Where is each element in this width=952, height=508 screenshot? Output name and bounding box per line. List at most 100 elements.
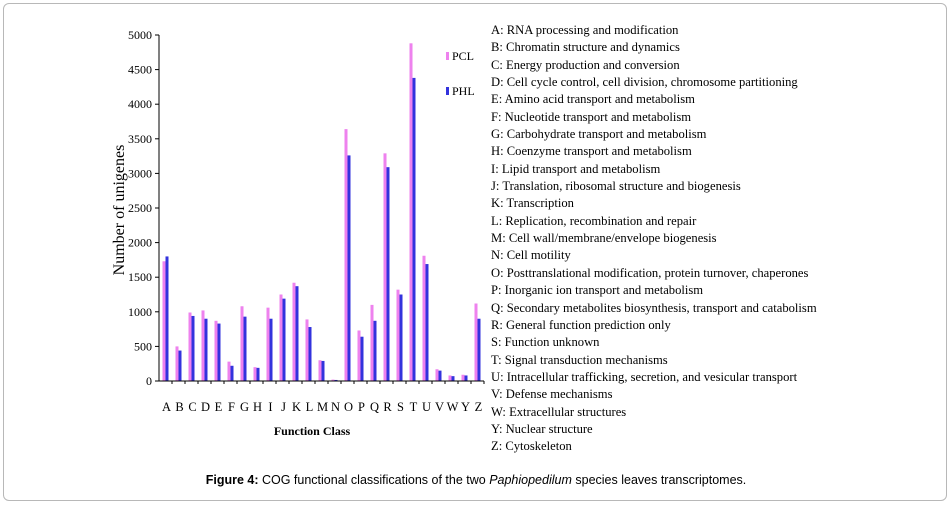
class-legend-item-b: B: Chromatin structure and dynamics: [491, 40, 680, 55]
bar-phl-v: [438, 370, 442, 381]
caption-text-before: COG functional classifications of the tw…: [258, 473, 490, 487]
x-tick-label-v: V: [435, 400, 444, 414]
legend-label-pcl: PCL: [452, 49, 474, 63]
class-legend-item-r: R: General function prediction only: [491, 317, 671, 332]
function-class-legend: A: RNA processing and modification B: Chr…: [491, 22, 817, 456]
bar-pcl-n: [331, 379, 335, 381]
x-tick-label-m: M: [317, 400, 328, 414]
bar-pcl-o: [344, 129, 348, 381]
bar-phl-m: [321, 360, 325, 381]
x-tick-label-w: W: [447, 400, 459, 414]
x-tick-label-d: D: [201, 400, 210, 414]
caption-species: Paphiopedilum: [489, 473, 572, 487]
x-tick-label-c: C: [188, 400, 196, 414]
bar-phl-w: [451, 376, 455, 381]
bar-phl-b: [178, 350, 182, 381]
class-legend-item-s: S: Function unknown: [491, 335, 600, 350]
x-tick-label-f: F: [228, 400, 235, 414]
class-legend-item-o: O: Posttranslational modification, prote…: [491, 265, 809, 280]
bar-phl-p: [360, 336, 364, 381]
bar-pcl-m: [318, 360, 322, 381]
x-tick-label-h: H: [253, 400, 262, 414]
x-tick-label-r: R: [383, 400, 392, 414]
bar-phl-u: [425, 264, 429, 381]
bar-pcl-z: [474, 303, 478, 381]
x-tick-label-i: I: [268, 400, 272, 414]
bar-pcl-c: [188, 312, 192, 381]
bar-phl-s: [399, 294, 403, 381]
bar-pcl-e: [214, 320, 218, 381]
caption-label: Figure 4:: [205, 473, 259, 487]
legend-label-phl: PHL: [452, 84, 475, 98]
x-tick-label-l: L: [306, 400, 314, 414]
x-tick-label-u: U: [422, 400, 431, 414]
bar-pcl-y: [461, 374, 465, 381]
bar-phl-f: [230, 365, 234, 381]
y-tick-label: 1000: [128, 305, 152, 319]
x-tick-label-o: O: [344, 400, 353, 414]
class-legend-item-f: F: Nucleotide transport and metabolism: [491, 109, 692, 124]
bar-phl-z: [477, 318, 481, 381]
figure-frame: [3, 3, 947, 501]
bar-pcl-a: [162, 261, 166, 381]
class-legend-item-y: Y: Nuclear structure: [491, 421, 593, 436]
bar-phl-r: [386, 167, 390, 381]
class-legend-item-a: A: RNA processing and modification: [491, 23, 679, 37]
bar-phl-t: [412, 77, 416, 382]
bar-pcl-f: [227, 361, 231, 381]
bar-pcl-p: [357, 330, 361, 381]
y-tick-label: 5000: [128, 28, 152, 42]
bar-phl-l: [308, 327, 312, 381]
bar-pcl-h: [253, 367, 257, 381]
x-tick-label-g: G: [240, 400, 249, 414]
x-axis-label: Function Class: [274, 424, 351, 438]
y-tick-label: 4500: [128, 63, 152, 77]
bar-pcl-i: [266, 307, 270, 381]
bar-pcl-s: [396, 289, 400, 381]
class-legend-item-e: E: Amino acid transport and metabolism: [491, 92, 695, 107]
x-tick-label-e: E: [215, 400, 223, 414]
bar-pcl-k: [292, 282, 296, 381]
bar-pcl-t: [409, 43, 413, 381]
y-tick-label: 2000: [128, 236, 152, 250]
y-tick-label: 2500: [128, 201, 152, 215]
bar-phl-o: [347, 155, 351, 381]
bar-phl-d: [204, 318, 208, 381]
y-tick-label: 3500: [128, 132, 152, 146]
legend-swatch-phl: [446, 87, 449, 95]
class-legend-item-m: M: Cell wall/membrane/envelope biogenesi…: [491, 231, 717, 246]
y-tick-label: 500: [134, 339, 152, 353]
x-tick-label-t: T: [410, 400, 418, 414]
bar-pcl-u: [422, 255, 426, 381]
x-tick-label-a: A: [162, 400, 171, 414]
class-legend-item-k: K: Transcription: [491, 196, 574, 211]
bar-phl-q: [373, 320, 377, 381]
bar-phl-i: [269, 318, 273, 381]
class-legend-item-g: G: Carbohydrate transport and metabolism: [491, 127, 707, 142]
class-legend-item-z: Z: Cytoskeleton: [491, 439, 572, 454]
class-legend-item-w: W: Extracellular structures: [491, 404, 627, 419]
x-tick-label-j: J: [281, 400, 286, 414]
bar-phl-y: [464, 375, 468, 381]
bar-phl-c: [191, 315, 195, 381]
class-legend-item-j: J: Translation, ribosomal structure and …: [491, 179, 741, 194]
bar-pcl-r: [383, 153, 387, 381]
x-tick-label-p: P: [358, 400, 365, 414]
caption-text-after: species leaves transcriptomes.: [571, 473, 747, 487]
class-legend-item-n: N: Cell motility: [491, 248, 571, 263]
bar-pcl-g: [240, 306, 244, 381]
class-legend-item-q: Q: Secondary metabolites biosynthesis, t…: [491, 300, 817, 315]
y-tick-label: 0: [146, 374, 152, 388]
bar-pcl-l: [305, 319, 309, 381]
class-legend-item-i: I: Lipid transport and metabolism: [491, 161, 661, 176]
class-legend-item-c: C: Energy production and conversion: [491, 57, 680, 72]
bar-phl-j: [282, 298, 286, 381]
y-tick-label: 4000: [128, 97, 152, 111]
bar-phl-n: [334, 379, 338, 381]
bar-phl-g: [243, 316, 247, 381]
class-legend-item-p: P: Inorganic ion transport and metabolis…: [491, 283, 704, 298]
class-legend-item-u: U: Intracellular trafficking, secretion,…: [491, 369, 798, 384]
class-legend-item-d: D: Cell cycle control, cell division, ch…: [491, 75, 798, 90]
x-tick-label-y: Y: [461, 400, 470, 414]
